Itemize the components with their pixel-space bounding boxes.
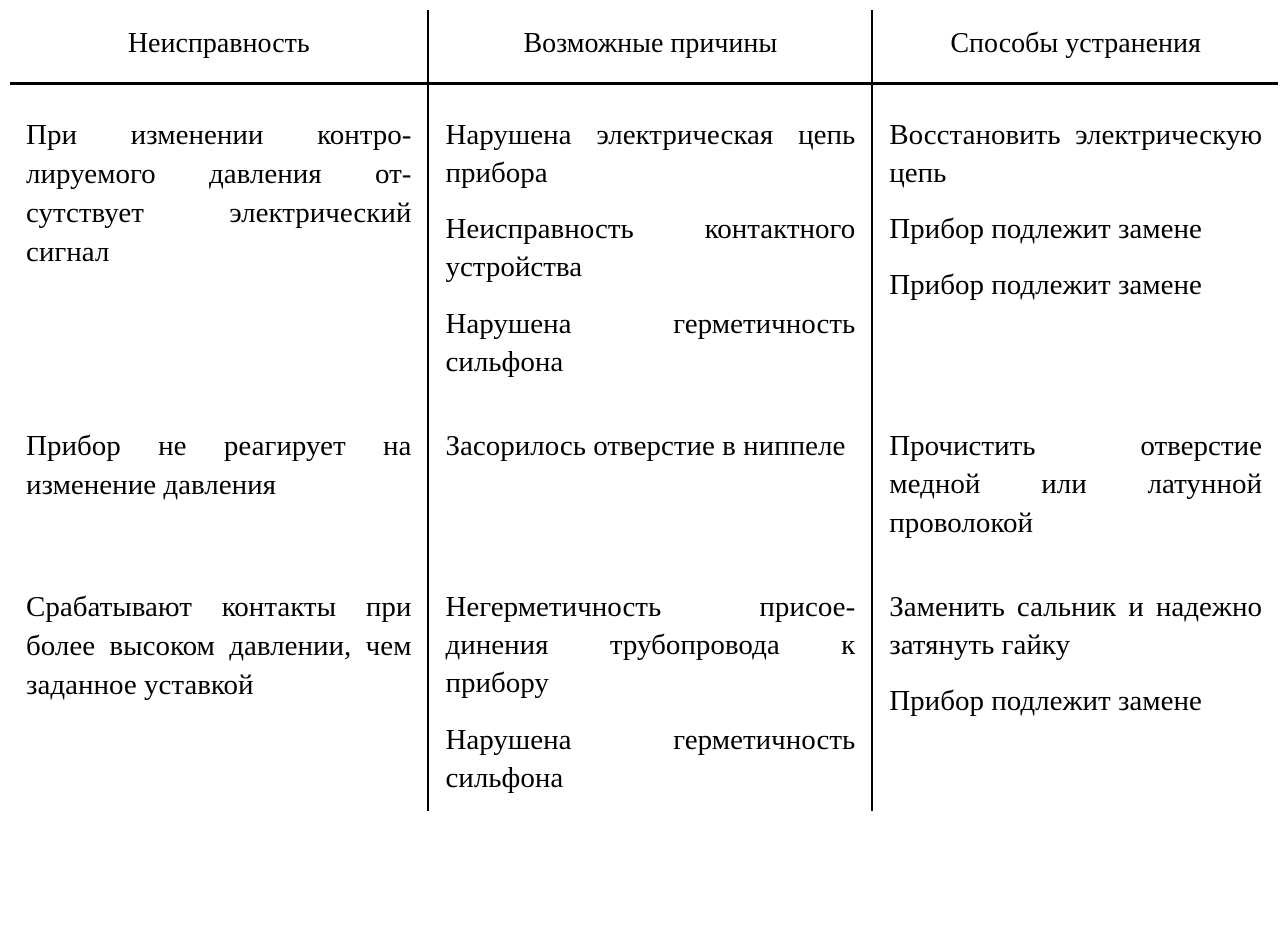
remedies-list: Прочистить отвер­стие медной или латунно… [873, 413, 1278, 556]
remedy-item: Прибор подлежит замене [889, 266, 1262, 304]
remedies-cell: Восстановить электрическую цепь Прибор по… [872, 102, 1278, 396]
fault-text: Срабатывают контакты при более высоком д… [10, 574, 427, 719]
cause-item: Нарушена герметичность сильфона [445, 721, 855, 798]
table-body: При изменении контро­лируемого давления … [10, 84, 1278, 812]
spacer-row [10, 556, 1278, 574]
cause-item: Засорилось отверстие в ниппеле [445, 427, 855, 465]
remedies-cell: Заменить сальник и надежно затя­нуть гай… [872, 574, 1278, 811]
remedy-item: Заменить сальник и надежно затя­нуть гай… [889, 588, 1262, 665]
col-header-remedies: Способы устранения [872, 10, 1278, 84]
causes-cell: Нарушена электрическая цепь прибора Неисп… [428, 102, 872, 396]
spacer-row [10, 84, 1278, 102]
causes-cell: Негерметичность присое­динения трубопров… [428, 574, 872, 811]
remedy-item: Прибор подлежит замене [889, 682, 1262, 720]
col-header-causes: Возможные причины [428, 10, 872, 84]
remedies-list: Восстановить электрическую цепь Прибор по… [873, 102, 1278, 319]
header-row: Неисправность Возможные причины Способы … [10, 10, 1278, 84]
cause-item: Негерметичность присое­динения трубопров… [445, 588, 855, 703]
remedy-item: Прочистить отвер­стие медной или латунно… [889, 427, 1262, 542]
causes-cell: Засорилось отверстие в ниппеле [428, 413, 872, 556]
remedies-cell: Прочистить отвер­стие медной или латунно… [872, 413, 1278, 556]
remedy-item: Восстановить электрическую цепь [889, 116, 1262, 193]
causes-list: Негерметичность присое­динения трубопров… [429, 574, 871, 811]
cause-item: Нарушена электрическая цепь прибора [445, 116, 855, 193]
table-row: Прибор не реагирует на изменение давлени… [10, 413, 1278, 556]
table-head: Неисправность Возможные причины Способы … [10, 10, 1278, 84]
cause-item: Нарушена герметичность сильфона [445, 305, 855, 382]
remedy-item: Прибор подлежит замене [889, 210, 1262, 248]
remedies-list: Заменить сальник и надежно затя­нуть гай… [873, 574, 1278, 735]
troubleshooting-table-container: Неисправность Возможные причины Способы … [10, 10, 1278, 811]
col-header-fault: Неисправность [10, 10, 428, 84]
troubleshooting-table: Неисправность Возможные причины Способы … [10, 10, 1278, 811]
table-row: Срабатывают контакты при более высоком д… [10, 574, 1278, 811]
causes-list: Нарушена электрическая цепь прибора Неисп… [429, 102, 871, 396]
spacer-row [10, 395, 1278, 413]
table-row: При изменении контро­лируемого давления … [10, 102, 1278, 396]
causes-list: Засорилось отверстие в ниппеле [429, 413, 871, 479]
fault-cell: Срабатывают контакты при более высоком д… [10, 574, 428, 811]
cause-item: Неисправность контакт­ного устройства [445, 210, 855, 287]
fault-cell: При изменении контро­лируемого давления … [10, 102, 428, 396]
fault-cell: Прибор не реагирует на изменение давлени… [10, 413, 428, 556]
fault-text: При изменении контро­лируемого давления … [10, 102, 427, 287]
fault-text: Прибор не реагирует на изменение давлени… [10, 413, 427, 519]
